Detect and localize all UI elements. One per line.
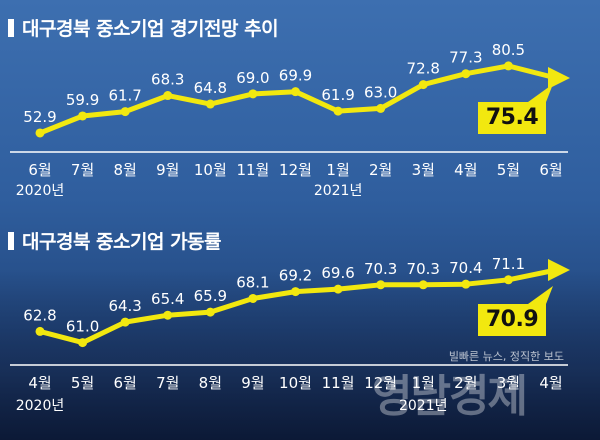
chart2-tick-label: 8월 bbox=[199, 374, 222, 392]
chart2-point bbox=[333, 284, 343, 294]
chart2-point bbox=[418, 280, 428, 290]
chart1-tick-label: 1월 bbox=[326, 161, 349, 179]
chart1-year-label: 2020년 bbox=[16, 183, 65, 199]
chart2-point bbox=[120, 317, 130, 327]
chart1-data-label: 61.7 bbox=[108, 87, 141, 105]
chart2-tick-label: 3월 bbox=[497, 374, 520, 392]
chart1-point bbox=[291, 87, 300, 97]
chart1-point bbox=[120, 107, 130, 117]
chart1-tick-label: 8월 bbox=[113, 161, 136, 179]
chart1-data-label: 80.5 bbox=[492, 41, 525, 59]
chart2-tick-label: 9월 bbox=[241, 374, 264, 392]
chart1-tick-label: 5월 bbox=[497, 161, 520, 179]
title-bar-icon bbox=[8, 19, 14, 37]
chart2-year-label: 2020년 bbox=[16, 398, 65, 414]
chart1-title: 대구경북 중소기업 경기전망 추이 bbox=[8, 14, 279, 41]
chart1-data-label: 59.9 bbox=[66, 91, 99, 109]
chart1-point bbox=[461, 69, 471, 79]
chart1-data-label: 64.8 bbox=[194, 79, 227, 97]
chart2-year-label: 2021년 bbox=[399, 398, 448, 414]
chart2-point bbox=[461, 279, 471, 289]
chart1-tick-label: 9월 bbox=[156, 161, 179, 179]
chart1-tick-label: 10월 bbox=[194, 161, 227, 179]
chart2-point bbox=[35, 326, 45, 336]
chart1-data-label: 77.3 bbox=[449, 49, 482, 67]
chart1-data-label: 68.3 bbox=[151, 71, 184, 89]
chart1-tick-label: 12월 bbox=[279, 161, 312, 179]
chart1-point bbox=[418, 80, 428, 90]
chart2-data-label: 62.8 bbox=[23, 306, 56, 324]
chart2-tick-label: 11월 bbox=[322, 374, 355, 392]
chart2-data-label: 65.4 bbox=[151, 290, 184, 308]
chart2-tick-label: 7월 bbox=[156, 374, 179, 392]
chart1-data-label: 63.0 bbox=[364, 83, 397, 101]
chart2-data-label: 69.2 bbox=[279, 267, 312, 285]
chart2-tick-label: 2월 bbox=[454, 374, 477, 392]
chart2-data-label: 61.0 bbox=[66, 318, 99, 336]
chart1-point bbox=[248, 89, 258, 99]
chart2-title-text: 대구경북 중소기업 가동률 bbox=[22, 231, 222, 253]
chart1-forecast-pointer bbox=[528, 84, 553, 102]
watermark-brand: 영남경제 bbox=[372, 371, 528, 422]
chart1-point bbox=[163, 91, 173, 101]
chart1-data-label: 72.8 bbox=[407, 60, 440, 78]
chart2-tick-label: 4월 bbox=[28, 374, 51, 392]
background-cityscape bbox=[0, 270, 600, 440]
chart1-data-label: 69.0 bbox=[236, 69, 269, 87]
chart2-point bbox=[78, 338, 88, 348]
chart2-point bbox=[163, 310, 173, 320]
chart1-tick-label: 11월 bbox=[236, 161, 269, 179]
chart2-data-label: 65.9 bbox=[194, 287, 227, 305]
chart2-arrow-icon bbox=[548, 259, 570, 281]
chart1-point bbox=[376, 103, 386, 113]
chart2-point bbox=[248, 293, 258, 303]
chart2-data-label: 70.3 bbox=[364, 260, 397, 278]
chart2-data-label: 69.6 bbox=[321, 264, 354, 282]
chart2-data-label: 71.1 bbox=[492, 255, 525, 273]
chart2-tick-label: 4월 bbox=[539, 374, 562, 392]
chart1-forecast-box: 75.4 bbox=[478, 102, 546, 134]
chart1-tick-label: 4월 bbox=[454, 161, 477, 179]
chart1-point bbox=[78, 111, 88, 121]
chart1-tick-label: 7월 bbox=[71, 161, 94, 179]
chart2-forecast-box: 70.9 bbox=[478, 304, 546, 336]
chart1-point bbox=[35, 128, 45, 138]
chart2-tick-label: 10월 bbox=[279, 374, 312, 392]
chart1-point bbox=[205, 99, 215, 109]
chart2-point bbox=[291, 287, 300, 297]
title-bar-icon bbox=[8, 232, 14, 250]
chart2-point bbox=[503, 275, 513, 285]
chart2-data-label: 64.3 bbox=[108, 297, 141, 315]
chart1-point bbox=[333, 106, 343, 116]
chart1-point bbox=[503, 61, 513, 71]
chart2-title: 대구경북 중소기업 가동률 bbox=[8, 227, 222, 254]
chart2-point bbox=[205, 307, 215, 317]
chart1-data-label: 52.9 bbox=[23, 108, 56, 126]
chart1-year-label: 2021년 bbox=[314, 183, 363, 199]
chart1-tick-label: 3월 bbox=[412, 161, 435, 179]
chart1-tick-label: 2월 bbox=[369, 161, 392, 179]
chart1-tick-label: 6월 bbox=[28, 161, 51, 179]
chart1-tick-label: 6월 bbox=[539, 161, 562, 179]
chart2-data-label: 70.4 bbox=[449, 259, 482, 277]
chart2-tick-label: 6월 bbox=[113, 374, 136, 392]
chart2-tick-label: 12월 bbox=[364, 374, 397, 392]
chart2-tick-label: 5월 bbox=[71, 374, 94, 392]
chart2-data-label: 70.3 bbox=[407, 260, 440, 278]
chart2-data-label: 68.1 bbox=[236, 273, 269, 291]
chart1-arrow-icon bbox=[548, 67, 570, 89]
chart2-forecast-pointer bbox=[528, 286, 553, 304]
chart1-data-label: 61.9 bbox=[321, 86, 354, 104]
chart2-tick-label: 1월 bbox=[412, 374, 435, 392]
chart2-point bbox=[376, 280, 386, 290]
watermark-slogan: 빌빠른 뉴스, 정직한 보도 bbox=[448, 350, 564, 363]
chart1-data-label: 69.9 bbox=[279, 67, 312, 85]
chart1-title-text: 대구경북 중소기업 경기전망 추이 bbox=[22, 18, 279, 40]
